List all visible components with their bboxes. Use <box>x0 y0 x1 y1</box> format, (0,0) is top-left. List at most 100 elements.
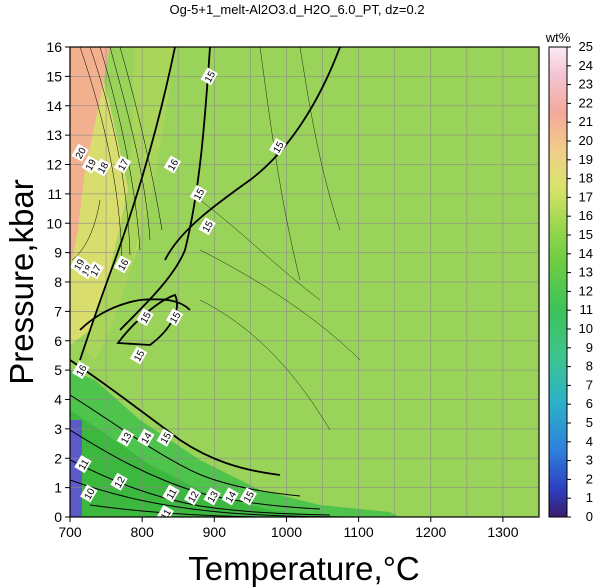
contour-label-text: 15 <box>168 310 183 326</box>
contour-label: 15 <box>189 184 208 203</box>
contour-label: 15 <box>129 346 148 365</box>
colorbar-tick-label: 11 <box>580 302 594 317</box>
y-tick-label: 11 <box>47 186 62 202</box>
contour-label: 15 <box>156 428 174 447</box>
colorbar-tick-label: 10 <box>579 321 593 336</box>
colorbar-tick-label: 0 <box>586 509 593 524</box>
y-axis-label: Pressure,kbar <box>3 179 40 384</box>
y-tick-label: 16 <box>46 39 62 55</box>
contour-label-bg <box>221 487 239 506</box>
contour-label-bg <box>72 361 90 380</box>
colorbar-tick-label: 12 <box>579 283 593 298</box>
contour-label-text: 16 <box>166 157 181 173</box>
contour-label-bg <box>163 155 182 174</box>
contour-label-text: 15 <box>192 187 207 203</box>
contour-label-bg <box>203 487 221 506</box>
y-tick-label: 6 <box>54 333 62 349</box>
y-tick-label: 9 <box>54 245 62 261</box>
y-tick-label: 13 <box>46 127 62 143</box>
colorbar-tick-label: 18 <box>579 171 593 186</box>
y-tick-label: 8 <box>54 274 62 290</box>
contour-label-bg <box>165 308 184 327</box>
contour-label: 13 <box>116 428 135 447</box>
colorbar-tick-label: 16 <box>579 208 593 223</box>
colorbar-tick-label: 6 <box>586 396 593 411</box>
contour-label: 17 <box>113 155 132 174</box>
y-tick-label: 0 <box>54 509 62 525</box>
y-tick-label: 4 <box>54 392 62 408</box>
colorbar-tick-label: 5 <box>586 415 593 430</box>
colorbar-tick-label: 8 <box>586 359 593 374</box>
y-tick-label: 5 <box>54 362 62 378</box>
colorbar-label: wt% <box>545 30 571 45</box>
contour-label-bg <box>116 428 135 447</box>
contour-label-bg <box>269 137 287 156</box>
plot-area: 2019181716151515151918171615151516131415… <box>70 47 539 522</box>
x-axis-label: Temperature,°C <box>188 550 419 587</box>
contour-label: 15 <box>200 67 218 86</box>
colorbar-tick-label: 9 <box>586 340 593 355</box>
contour-label-bg <box>200 67 218 86</box>
contour-label-text: 15 <box>201 219 216 235</box>
colorbar-tick-label: 15 <box>579 227 593 242</box>
contour-label: 11 <box>156 505 174 522</box>
contour-label: 11 <box>74 455 92 474</box>
colorbar-tick-label: 20 <box>579 133 593 148</box>
contour-label-bg <box>74 455 92 474</box>
contour-label: 15 <box>165 308 184 327</box>
contour-label-bg <box>189 184 208 203</box>
contour-label-text: 15 <box>242 489 257 505</box>
contour-label-bg <box>137 428 155 447</box>
contour-label-bg <box>156 428 174 447</box>
contour-label: 17 <box>86 261 104 280</box>
contour-label: 12 <box>183 487 202 506</box>
contour-label-text: 12 <box>186 489 201 505</box>
y-tick-label: 2 <box>54 450 62 466</box>
contour-label-text: 13 <box>206 489 221 505</box>
contour-label: 10 <box>80 484 98 503</box>
contour-label: 12 <box>110 472 128 491</box>
colorbar-tick-label: 13 <box>579 265 593 280</box>
contour-label: 14 <box>137 428 155 447</box>
contour-label-text: 17 <box>89 263 104 279</box>
contour-lines <box>70 47 361 517</box>
contour-label-bg <box>113 255 132 274</box>
contour-label-text: 14 <box>140 430 155 446</box>
field-darkgreen <box>70 410 340 517</box>
contour-label-text: 11 <box>159 507 174 522</box>
y-tick-label: 12 <box>46 157 62 173</box>
contour-labels: 2019181716151515151918171615151516131415… <box>70 67 287 522</box>
y-tick-label: 10 <box>46 215 62 231</box>
contour-label-text: 12 <box>113 475 128 491</box>
chart-title: Og-5+1_melt-Al2O3.d_H2O_6.0_PT, dz=0.2 <box>169 2 424 17</box>
contour-label-text: 17 <box>116 157 131 173</box>
contour-label-text: 15 <box>139 310 154 326</box>
colorbar-tick-label: 4 <box>586 434 593 449</box>
x-tick-label: 1100 <box>344 524 374 540</box>
y-tick-label: 14 <box>46 98 62 114</box>
contour-label-text: 18 <box>96 160 111 176</box>
contour-label: 20 <box>71 143 89 162</box>
colorbar-tick-label: 3 <box>586 453 593 468</box>
contour-label-bg <box>81 155 99 174</box>
contour-label: 16 <box>72 361 90 380</box>
contour-label: 11 <box>162 484 180 503</box>
colorbar-tick-label: 14 <box>579 246 593 261</box>
colorbar-tick-label: 19 <box>579 152 593 167</box>
contour-label-text: 15 <box>203 69 218 85</box>
field-salmon <box>70 47 110 260</box>
contour-label-bg <box>239 487 257 506</box>
contour-label-bg <box>162 484 180 503</box>
colorbar-tick-label: 1 <box>586 490 593 505</box>
contour-label-bg <box>129 346 148 365</box>
x-tick-label: 1200 <box>415 524 446 540</box>
contour-label: 18 <box>93 158 112 177</box>
contour-label-text: 15 <box>132 348 147 364</box>
contour-label: 15 <box>136 308 154 327</box>
contour-label-bg <box>80 484 98 503</box>
contour-label: 13 <box>203 487 221 506</box>
colorbar-tick-label: 25 <box>579 39 593 54</box>
contour-label: 15 <box>198 217 216 236</box>
contour-label-text: 10 <box>83 486 98 502</box>
